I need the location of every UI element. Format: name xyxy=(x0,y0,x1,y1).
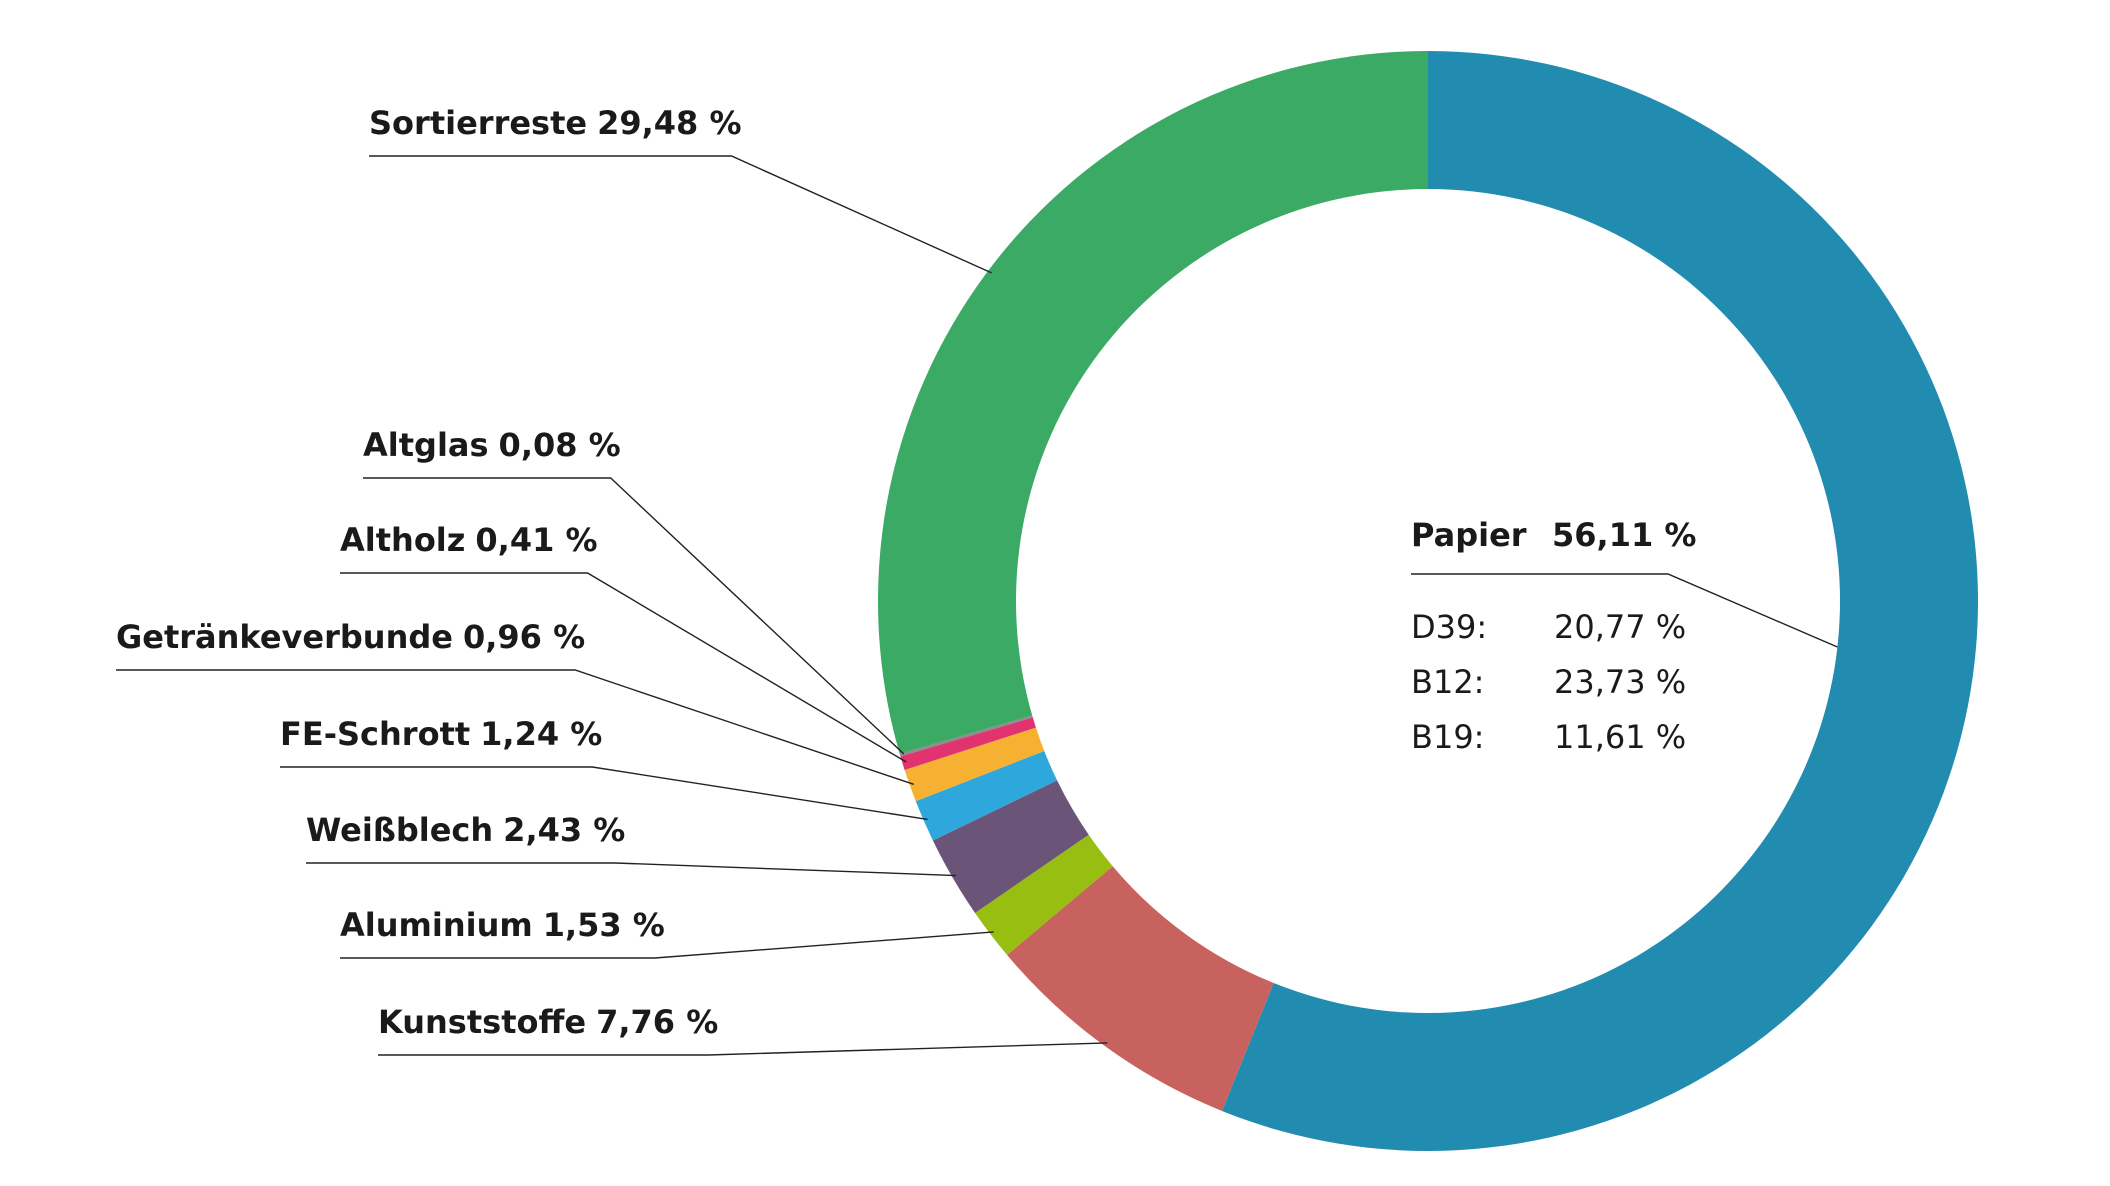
category-name: Papier xyxy=(1411,516,1527,554)
breakdown-name: B19: xyxy=(1411,718,1484,756)
category-name: Weißblech xyxy=(306,811,493,849)
category-name: Sortierreste xyxy=(369,104,587,142)
value-label: 0,96 % xyxy=(463,618,585,656)
breakdown-name: B12: xyxy=(1411,663,1484,701)
category-name: Altglas xyxy=(363,426,489,464)
category-name: Aluminium xyxy=(340,906,533,944)
category-name: Altholz xyxy=(340,521,465,559)
breakdown-value: 20,77 % xyxy=(1554,608,1686,646)
value-label: 2,43 % xyxy=(503,811,625,849)
slice xyxy=(877,51,1428,754)
value-label: 0,08 % xyxy=(499,426,621,464)
leader-line xyxy=(340,931,994,959)
breakdown-name: D39: xyxy=(1411,608,1487,646)
slice-label: Aluminium 1,53 % xyxy=(340,906,665,944)
slice xyxy=(975,834,1113,956)
leader-line xyxy=(340,572,907,763)
value-label: 1,53 % xyxy=(543,906,665,944)
value-label: 29,48 % xyxy=(597,104,741,142)
slice-label: Altholz 0,41 % xyxy=(340,521,598,559)
slice xyxy=(915,750,1058,841)
slice-label: Getränkeverbunde 0,96 % xyxy=(116,618,585,656)
slice-label: Kunststoffe 7,76 % xyxy=(378,1003,718,1041)
slice-label: Sortierreste 29,48 % xyxy=(369,104,742,142)
category-name: FE-Schrott xyxy=(280,715,470,753)
slice-label: Altglas 0,08 % xyxy=(363,426,621,464)
leader-line xyxy=(363,477,905,755)
leader-line xyxy=(369,155,992,274)
leader-line xyxy=(378,1042,1108,1056)
slice xyxy=(900,717,1036,770)
value-label: 1,24 % xyxy=(480,715,602,753)
slice xyxy=(932,780,1089,913)
slice xyxy=(1222,51,1978,1151)
leader-line xyxy=(1411,573,1838,648)
slice xyxy=(1007,866,1274,1111)
slice-label: Weißblech 2,43 % xyxy=(306,811,625,849)
leader-line xyxy=(280,766,928,821)
category-name: Getränkeverbunde xyxy=(116,618,453,656)
value-label: 56,11 % xyxy=(1552,516,1696,554)
value-label: 0,41 % xyxy=(475,521,597,559)
leader-line xyxy=(306,862,957,877)
slice xyxy=(899,715,1033,757)
value-label: 7,76 % xyxy=(596,1003,718,1041)
leader-line xyxy=(116,669,914,785)
category-name: Kunststoffe xyxy=(378,1003,586,1041)
slice xyxy=(904,727,1045,802)
breakdown-value: 11,61 % xyxy=(1554,718,1686,756)
breakdown-value: 23,73 % xyxy=(1554,663,1686,701)
slice-label: FE-Schrott 1,24 % xyxy=(280,715,602,753)
